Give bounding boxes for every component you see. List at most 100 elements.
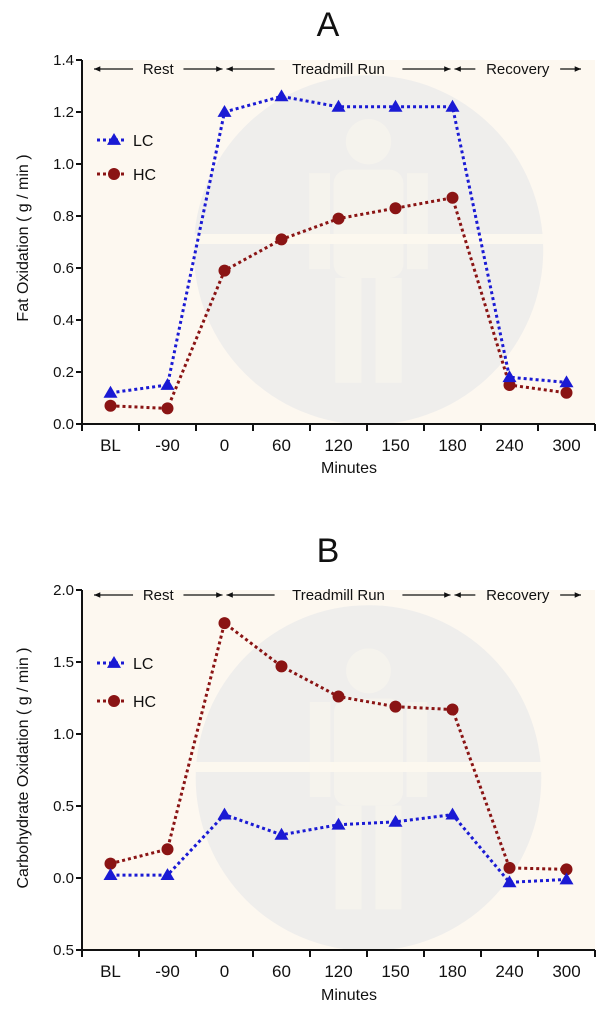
panel-a-x-axis-title: Minutes — [321, 460, 377, 477]
panel-a-x-tick-label: -90 — [155, 436, 180, 455]
panel-b-phase-bar: Rest Treadmill Run Recovery — [94, 587, 581, 604]
panel-b-x-tick-label: 150 — [381, 962, 409, 981]
panel-a-series-lc-point — [217, 105, 232, 117]
panel-a-phase-bar: Rest Treadmill Run Recovery — [94, 61, 581, 78]
panel-a-watermark-band — [193, 234, 544, 244]
panel-a-y-tick-label: 0.0 — [53, 416, 74, 433]
panel-a-x-tick-label: 150 — [381, 436, 409, 455]
panel-b-watermark-head — [346, 648, 391, 694]
panel-a-series-lc-line — [110, 94, 567, 395]
panel-b-watermark-torso — [333, 698, 404, 806]
panel-a-watermark-leg-right — [375, 277, 402, 383]
panel-b-series-hc-point — [503, 861, 516, 874]
panel-a-series-lc-point — [502, 370, 517, 383]
panel-b-y-tick-label: 0.5 — [53, 942, 74, 959]
panel-b-x-tick-label: 240 — [495, 962, 523, 981]
panel-a-phase-label: Rest — [143, 61, 175, 78]
panel-a-y-axis-title: Fat Oxidation ( g / min ) — [15, 154, 32, 321]
panel-b-x-tick-label: 300 — [552, 962, 580, 981]
panel-a-legend-hc-marker — [108, 168, 120, 180]
panel-a-phase-label: Treadmill Run — [292, 61, 385, 78]
panel-a-y-tick-label: 1.2 — [53, 104, 74, 121]
panel-a-x-tick-label: 300 — [552, 436, 580, 455]
panel-a-series — [103, 89, 574, 415]
panel-b-x-tick-label: 120 — [324, 962, 352, 981]
panel-a-y-tick-label: 1.4 — [53, 52, 74, 69]
panel-a-series-hc-point — [560, 386, 573, 399]
panel-b-x-tick-label: 180 — [438, 962, 466, 981]
panel-b-series-hc-point — [104, 857, 117, 870]
panel-a-series-hc-point — [161, 402, 174, 415]
panel-a-x-tick-label: 0 — [220, 436, 229, 455]
panel-a-series-hc-point — [104, 399, 117, 412]
panel-a-series-lc-point — [559, 375, 574, 388]
panel-b-series-lc-point — [160, 868, 175, 881]
panel-b-y-axis-title: Carbohydrate Oxidation ( g / min ) — [15, 648, 32, 889]
panel-a-legend: LC HC — [97, 133, 156, 184]
panel-b-legend-lc-label: LC — [133, 656, 153, 673]
panel-a-series-lc-point — [274, 89, 289, 102]
panel-b-series-lc-point — [559, 872, 574, 885]
panel-b-x-tick-label: 0 — [220, 962, 229, 981]
panel-a-chart: A Rest Treadmill Run Recovery 0.0 0.2 0.4 0.6… — [15, 6, 596, 477]
panel-a-x-tick-label: 120 — [324, 436, 352, 455]
panel-b-series-hc-point — [218, 617, 231, 630]
panel-a-watermark-head — [345, 118, 392, 165]
panel-b-series-hc-point — [560, 863, 573, 876]
panel-a-y-tick-label: 1.0 — [53, 156, 74, 173]
panel-a-phase-label: Recovery — [486, 61, 550, 78]
panel-b-legend: LC HC — [97, 656, 156, 711]
panel-b-watermark — [195, 605, 542, 951]
panel-b-series-lc-point — [217, 807, 232, 820]
panel-b-axes: 0.5 0.0 0.5 1.0 1.5 2.0 BL -90 0 60 120 150 180 240 30… — [53, 582, 596, 981]
panel-b-y-tick-label: 1.0 — [53, 726, 74, 743]
panel-a-y-tick-label: 0.6 — [53, 260, 74, 277]
panel-a-series-hc-point — [332, 212, 345, 225]
panel-b-series-hc-point — [446, 703, 459, 716]
panel-b-series-hc-point — [332, 690, 345, 703]
panel-a-letter: A — [317, 6, 340, 44]
panel-b-y-tick-label: 1.5 — [53, 654, 74, 671]
panel-b-x-tick-label: -90 — [155, 962, 180, 981]
panel-b-series-lc-point — [388, 814, 403, 827]
panel-b-watermark-band — [195, 762, 542, 772]
panel-b-x-axis-title: Minutes — [321, 987, 377, 1004]
panel-a-series-lc-point — [160, 378, 175, 390]
panel-b-series-hc-point — [275, 660, 288, 673]
panel-b-series-hc-point — [161, 843, 174, 856]
panel-a-x-tick-label: 180 — [438, 436, 466, 455]
panel-b-y-tick-label: 2.0 — [53, 582, 74, 599]
panel-a-y-tick-label: 0.4 — [53, 312, 74, 329]
panel-a-watermark-disc — [193, 75, 544, 425]
panel-a-series-lc-point — [331, 99, 346, 112]
panel-b-watermark-arm-right — [406, 701, 428, 798]
panel-b-y-tick-label: 0.0 — [53, 870, 74, 887]
panel-b-phase-label: Recovery — [486, 587, 550, 604]
panel-b-x-tick-label: 60 — [272, 962, 291, 981]
panel-b-series-lc-point — [331, 817, 346, 830]
panel-b-x-tick-label: BL — [100, 962, 121, 981]
panel-a-axes: 0.0 0.2 0.4 0.6 0.8 1.0 1.2 1.4 BL -90 0 60 120 150 18… — [53, 52, 596, 455]
panel-b-legend-lc-marker — [107, 656, 121, 668]
panel-b-legend-hc-label: HC — [133, 694, 156, 711]
panel-a-x-tick-label: BL — [100, 436, 121, 455]
panel-a-watermark-arm-left — [309, 173, 331, 270]
panel-a-y-tick-label: 0.8 — [53, 208, 74, 225]
panel-a-series-hc-point — [446, 191, 459, 204]
panel-b-series-lc-point — [274, 827, 289, 840]
panel-a-series-hc-point — [218, 264, 231, 277]
panel-b-watermark-disc — [195, 605, 542, 951]
panel-a-x-tick-label: 240 — [495, 436, 523, 455]
panel-a-watermark — [193, 75, 544, 425]
panel-a-series-lc-point — [103, 385, 118, 398]
panel-a-legend-hc-label: HC — [133, 167, 156, 184]
panel-b-series-lc-point — [103, 868, 118, 881]
panel-a-legend-lc-label: LC — [133, 133, 153, 150]
panel-a-series-lc-point — [388, 99, 403, 112]
panel-b-series-hc-point — [389, 700, 402, 713]
panel-b-y-tick-label: 0.5 — [53, 798, 74, 815]
panel-b-series — [103, 617, 574, 888]
panel-a-y-tick-label: 0.2 — [53, 364, 74, 381]
panel-b-chart: B Rest Treadmill Run Recovery 0.5 0.0 0.5 1.0… — [15, 532, 596, 1004]
